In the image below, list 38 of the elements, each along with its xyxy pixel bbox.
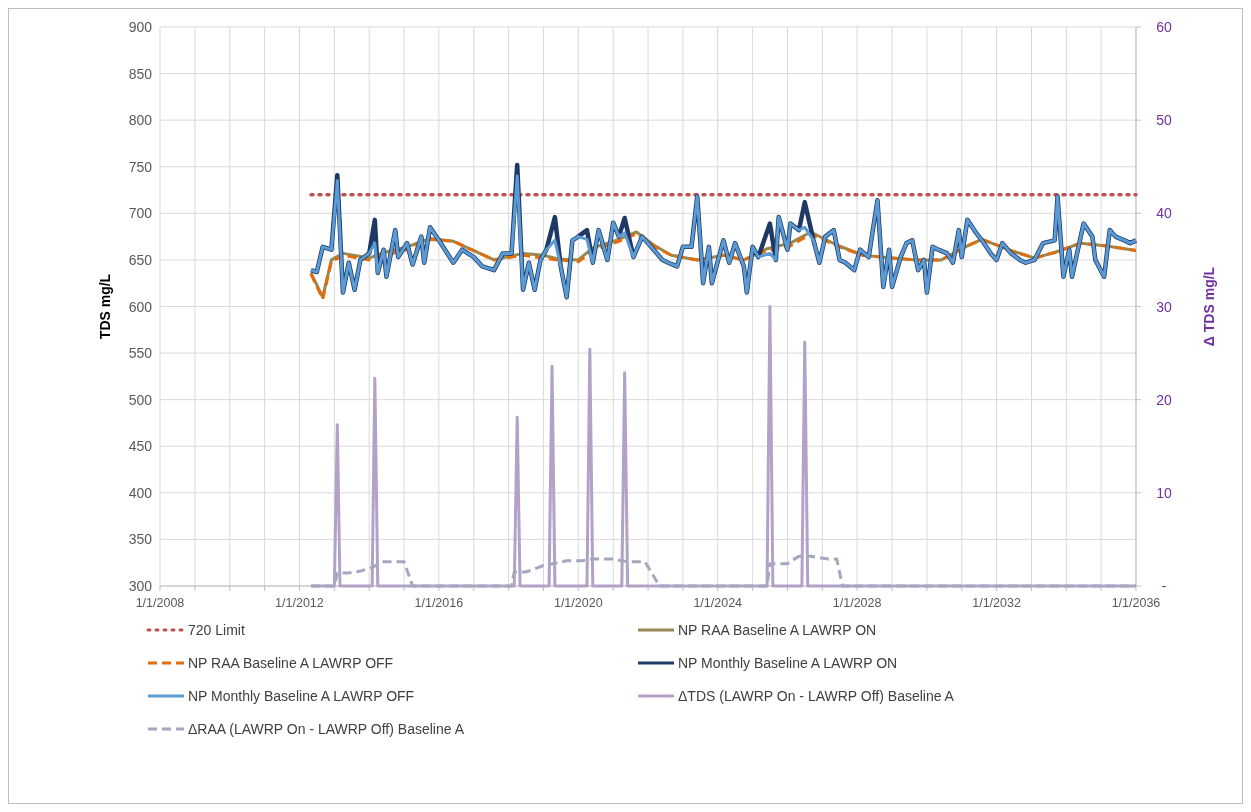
x-tick-label: 1/1/2008 bbox=[135, 596, 185, 610]
legend-label: ΔTDS (LAWRP On - LAWRP Off) Baseline A bbox=[678, 688, 955, 704]
y-tick-label: 900 bbox=[128, 19, 153, 35]
y-tick-label: 750 bbox=[128, 158, 153, 175]
line-series bbox=[309, 554, 1138, 588]
x-tick-label: 1/1/2036 bbox=[1111, 596, 1161, 610]
y-tick-label: 700 bbox=[128, 205, 153, 222]
y-tick-label: 850 bbox=[128, 65, 153, 82]
x-tick-label: 1/1/2016 bbox=[414, 596, 464, 610]
y2-tick-label: 10 bbox=[1156, 484, 1172, 501]
y2-tick-label: 50 bbox=[1156, 112, 1172, 129]
y-tick-label: 400 bbox=[128, 484, 153, 501]
y2-axis-title: Δ TDS mg/L bbox=[1201, 266, 1217, 347]
y2-tick-label: 20 bbox=[1156, 391, 1172, 408]
legend-label: 720 Limit bbox=[188, 622, 245, 638]
legend-label: NP RAA Baseline A LAWRP OFF bbox=[188, 655, 394, 671]
x-tick-label: 1/1/2024 bbox=[693, 596, 743, 610]
legend-label: ΔRAA (LAWRP On - LAWRP Off) Baseline A bbox=[188, 721, 465, 737]
y-tick-label: 800 bbox=[128, 112, 153, 129]
x-tick-label: 1/1/2020 bbox=[553, 596, 603, 610]
legend-label: NP RAA Baseline A LAWRP ON bbox=[678, 622, 877, 638]
y-tick-label: 500 bbox=[128, 391, 153, 408]
legend-label: NP Monthly Baseline A LAWRP ON bbox=[678, 655, 898, 671]
y2-tick-label: 40 bbox=[1156, 205, 1172, 222]
y-tick-label: 650 bbox=[128, 251, 153, 268]
x-tick-label: 1/1/2028 bbox=[832, 596, 882, 610]
x-tick-label: 1/1/2032 bbox=[972, 596, 1021, 610]
y2-tick-label: 30 bbox=[1156, 298, 1172, 315]
y2-tick-label: - bbox=[1161, 578, 1167, 594]
y-tick-label: 550 bbox=[128, 345, 153, 362]
y2-tick-label: 60 bbox=[1156, 19, 1172, 35]
y-tick-label: 600 bbox=[128, 298, 153, 315]
y-tick-label: 450 bbox=[128, 438, 153, 455]
y-tick-label: 300 bbox=[128, 578, 153, 594]
x-tick-label: 1/1/2012 bbox=[275, 596, 324, 610]
y-axis-title: TDS mg/L bbox=[97, 273, 113, 340]
legend-label: NP Monthly Baseline A LAWRP OFF bbox=[188, 688, 415, 704]
y-tick-label: 350 bbox=[128, 531, 153, 548]
